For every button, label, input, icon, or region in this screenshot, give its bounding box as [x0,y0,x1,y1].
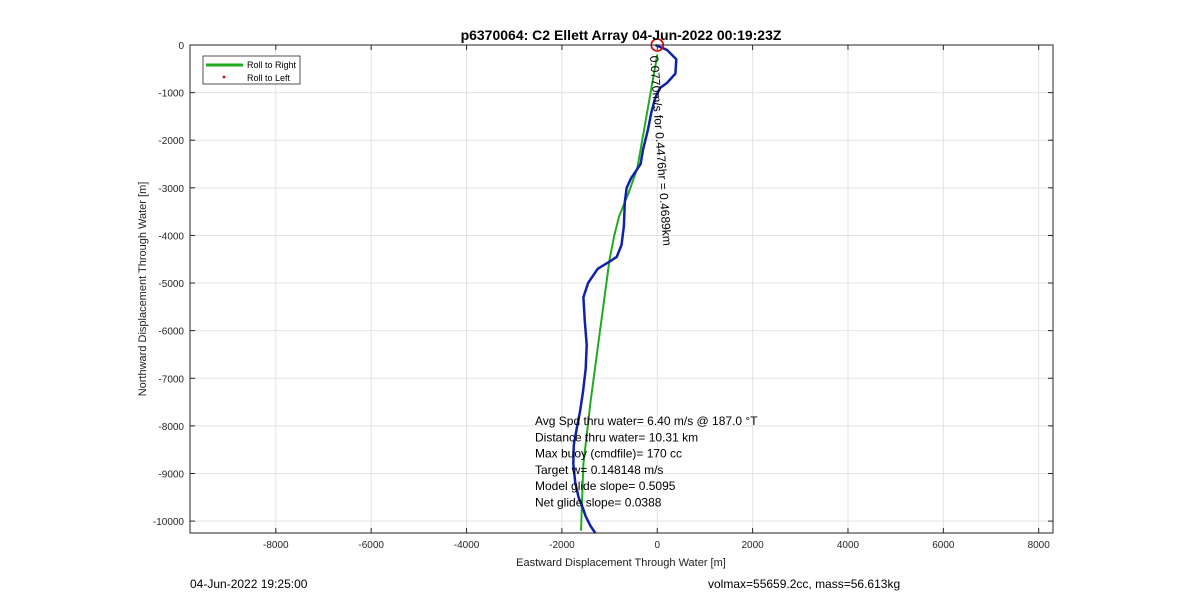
y-tick-label: -10000 [153,517,185,528]
x-tick-label: 6000 [932,540,955,551]
stats-line: Target w= 0.148148 m/s [535,463,663,477]
footer-vehicle-params: volmax=55659.2cc, mass=56.613kg [708,577,901,591]
stats-line: Max buoy (cmdfile)= 170 cc [535,447,682,461]
stats-line: Avg Spd thru water= 6.40 m/s @ 187.0 °T [535,414,758,428]
axis-ticks: -8000 -6000 -4000 -2000 0 2000 4000 6000 8000 0 -1… [153,41,1053,551]
y-tick-label: -4000 [158,231,184,242]
legend-label-roll-left: Roll to Left [247,73,291,83]
x-tick-label: -4000 [454,540,480,551]
x-axis-label: Eastward Displacement Through Water [m] [516,557,726,569]
x-tick-label: -8000 [263,540,289,551]
plot-frame [189,44,1054,534]
plot-background [190,45,1053,533]
x-tick-label: 8000 [1028,540,1051,551]
y-tick-label: -3000 [158,184,184,195]
legend: Roll to Right Roll to Left [202,55,301,85]
y-tick-label: -5000 [158,279,184,290]
y-tick-label: -6000 [158,327,184,338]
y-tick-label: -2000 [158,136,184,147]
legend-label-roll-right: Roll to Right [247,60,297,70]
legend-dot-roll-left [222,75,226,79]
x-tick-label: -2000 [549,540,575,551]
stats-line: Distance thru water= 10.31 km [535,430,698,444]
x-tick-label: 2000 [741,540,764,551]
y-tick-label: -9000 [158,469,184,480]
y-tick-label: 0 [178,41,184,52]
stats-line: Net glide slope= 0.0388 [535,496,662,510]
stats-line: Model glide slope= 0.5095 [535,479,676,493]
chart-title: p6370064: C2 Ellett Array 04-Jun-2022 00… [461,27,782,43]
y-tick-label: -7000 [158,374,184,385]
y-tick-label: -8000 [158,422,184,433]
y-tick-label: -1000 [158,89,184,100]
footer-timestamp: 04-Jun-2022 19:25:00 [190,577,308,591]
track-line [572,43,678,534]
series-roll-right-line [580,54,659,531]
y-axis-label: Northward Displacement Through Water [m] [137,182,149,397]
legend-box [202,55,301,85]
x-tick-label: 4000 [837,540,860,551]
x-tick-label: -6000 [358,540,384,551]
x-tick-label: 0 [654,540,660,551]
